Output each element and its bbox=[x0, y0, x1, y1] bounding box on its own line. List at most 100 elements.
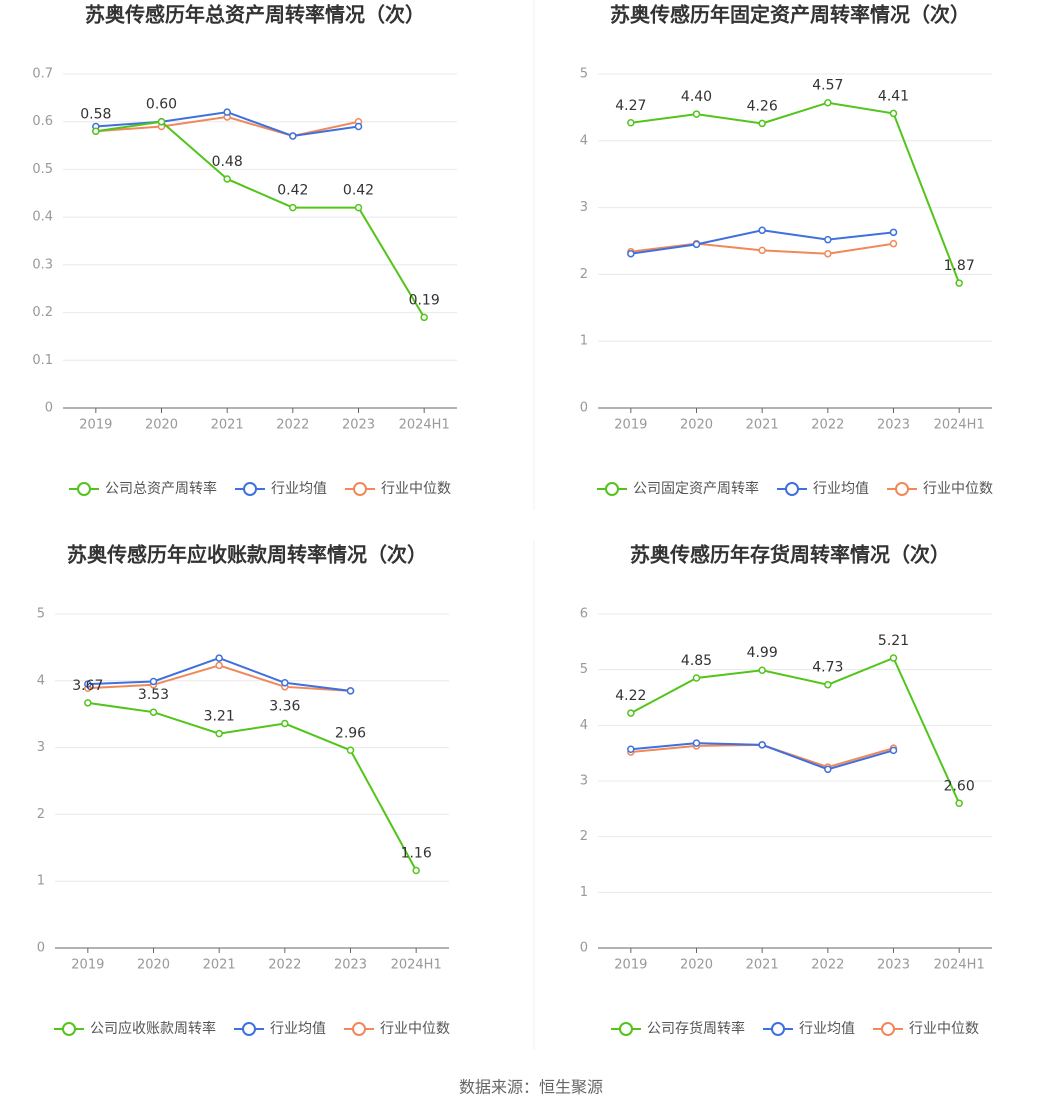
y-tick-label: 6 bbox=[580, 607, 588, 622]
data-point bbox=[692, 110, 701, 118]
chart-panel: 苏奥传感历年应收账款周转率情况（次） 0 1 2 3 4 5 2019 2020 2021 2022… bbox=[37, 543, 450, 1038]
legend-label: 行业均值 bbox=[799, 1021, 855, 1037]
data-label: 0.42 bbox=[277, 183, 308, 199]
data-point bbox=[889, 746, 898, 755]
x-tick-label: 2024H1 bbox=[934, 958, 985, 973]
legend-marker bbox=[881, 1022, 895, 1036]
data-point bbox=[692, 674, 701, 682]
data-point bbox=[955, 279, 963, 287]
x-tick-label: 2020 bbox=[680, 958, 713, 973]
x-tick-label: 2019 bbox=[614, 958, 647, 973]
data-point bbox=[889, 109, 898, 118]
y-tick-label: 1 bbox=[580, 885, 588, 900]
data-point bbox=[92, 127, 100, 136]
data-point bbox=[281, 679, 289, 687]
x-tick-label: 2022 bbox=[276, 418, 309, 433]
legend-item: 公司固定资产周转率 bbox=[597, 480, 759, 497]
x-tick-label: 2024H1 bbox=[399, 418, 450, 433]
legend-marker bbox=[771, 1022, 785, 1036]
data-point bbox=[354, 203, 363, 212]
legend-item: 行业中位数 bbox=[344, 1021, 450, 1037]
data-point bbox=[149, 708, 158, 716]
legend-marker bbox=[352, 1022, 366, 1036]
legend-item: 行业均值 bbox=[777, 481, 869, 497]
data-label: 4.85 bbox=[681, 653, 712, 669]
data-point bbox=[215, 729, 223, 738]
y-tick-label: 0.3 bbox=[32, 257, 53, 272]
data-point bbox=[289, 203, 297, 212]
data-point bbox=[758, 226, 766, 235]
data-label: 4.26 bbox=[747, 98, 778, 114]
x-tick-label: 2021 bbox=[211, 418, 244, 433]
x-tick-label: 2024H1 bbox=[934, 418, 985, 433]
data-point bbox=[758, 741, 766, 749]
y-tick-label: 5 bbox=[580, 662, 588, 677]
legend-label: 行业中位数 bbox=[380, 1021, 450, 1037]
data-point bbox=[627, 745, 635, 754]
series-line bbox=[630, 101, 961, 284]
legend-item: 行业中位数 bbox=[887, 481, 993, 497]
data-point bbox=[955, 799, 963, 808]
y-tick-label: 1 bbox=[37, 874, 45, 889]
legend-item: 行业均值 bbox=[234, 1021, 326, 1037]
data-label: 3.21 bbox=[204, 709, 235, 725]
data-point bbox=[692, 739, 701, 747]
legend-marker bbox=[619, 1022, 633, 1036]
data-point bbox=[84, 680, 92, 688]
x-tick-label: 2021 bbox=[746, 958, 779, 973]
data-point bbox=[157, 117, 166, 126]
data-point bbox=[223, 175, 231, 183]
data-point bbox=[824, 235, 832, 244]
x-tick-label: 2022 bbox=[811, 958, 844, 973]
legend-marker bbox=[605, 482, 619, 496]
legend-item: 公司总资产周转率 bbox=[69, 480, 217, 497]
legend-marker bbox=[895, 482, 909, 496]
y-tick-label: 0.5 bbox=[32, 162, 53, 177]
x-tick-label: 2019 bbox=[79, 418, 112, 433]
y-tick-label: 2 bbox=[580, 829, 588, 844]
data-point bbox=[889, 239, 898, 248]
y-tick-label: 0.4 bbox=[32, 210, 53, 225]
data-label: 4.57 bbox=[812, 78, 843, 94]
y-tick-label: 0.2 bbox=[32, 305, 53, 320]
y-tick-label: 5 bbox=[580, 67, 588, 82]
series-line bbox=[95, 120, 426, 318]
legend-marker bbox=[242, 1022, 256, 1036]
data-point bbox=[412, 866, 420, 875]
data-point bbox=[627, 119, 635, 127]
x-tick-label: 2022 bbox=[811, 418, 844, 433]
x-tick-label: 2023 bbox=[334, 958, 367, 973]
y-tick-label: 3 bbox=[580, 200, 588, 215]
data-label: 0.42 bbox=[343, 183, 374, 199]
data-point bbox=[346, 687, 355, 695]
data-point bbox=[627, 709, 635, 717]
chart-title: 苏奥传感历年总资产周转率情况（次） bbox=[85, 3, 425, 27]
y-tick-label: 3 bbox=[37, 740, 45, 755]
data-label: 0.60 bbox=[146, 97, 177, 113]
legend-marker bbox=[62, 1022, 76, 1036]
data-point bbox=[215, 661, 223, 670]
x-tick-label: 2021 bbox=[746, 418, 779, 433]
x-tick-label: 2023 bbox=[877, 958, 910, 973]
data-point bbox=[889, 654, 898, 662]
chart-title: 苏奥传感历年应收账款周转率情况（次） bbox=[67, 543, 427, 567]
chart-panel: 苏奥传感历年固定资产周转率情况（次） 0 1 2 3 4 5 2019 2020 2021 2022… bbox=[580, 3, 993, 498]
x-tick-label: 2022 bbox=[268, 958, 301, 973]
legend-marker bbox=[243, 482, 257, 496]
legend-marker bbox=[785, 482, 799, 496]
y-tick-label: 0 bbox=[580, 941, 588, 956]
legend-marker bbox=[77, 482, 91, 496]
y-tick-label: 0 bbox=[580, 401, 588, 416]
legend-label: 公司总资产周转率 bbox=[105, 480, 217, 497]
source-note: 数据来源：恒生聚源 bbox=[459, 1078, 603, 1097]
data-point bbox=[215, 654, 223, 662]
x-tick-label: 2024H1 bbox=[391, 958, 442, 973]
y-tick-label: 0 bbox=[45, 401, 53, 416]
data-label: 4.27 bbox=[615, 98, 646, 114]
data-label: 4.22 bbox=[615, 688, 646, 704]
data-label: 3.53 bbox=[138, 687, 169, 703]
y-tick-label: 1 bbox=[580, 334, 588, 349]
data-label: 4.40 bbox=[681, 89, 712, 105]
data-point bbox=[281, 719, 289, 728]
